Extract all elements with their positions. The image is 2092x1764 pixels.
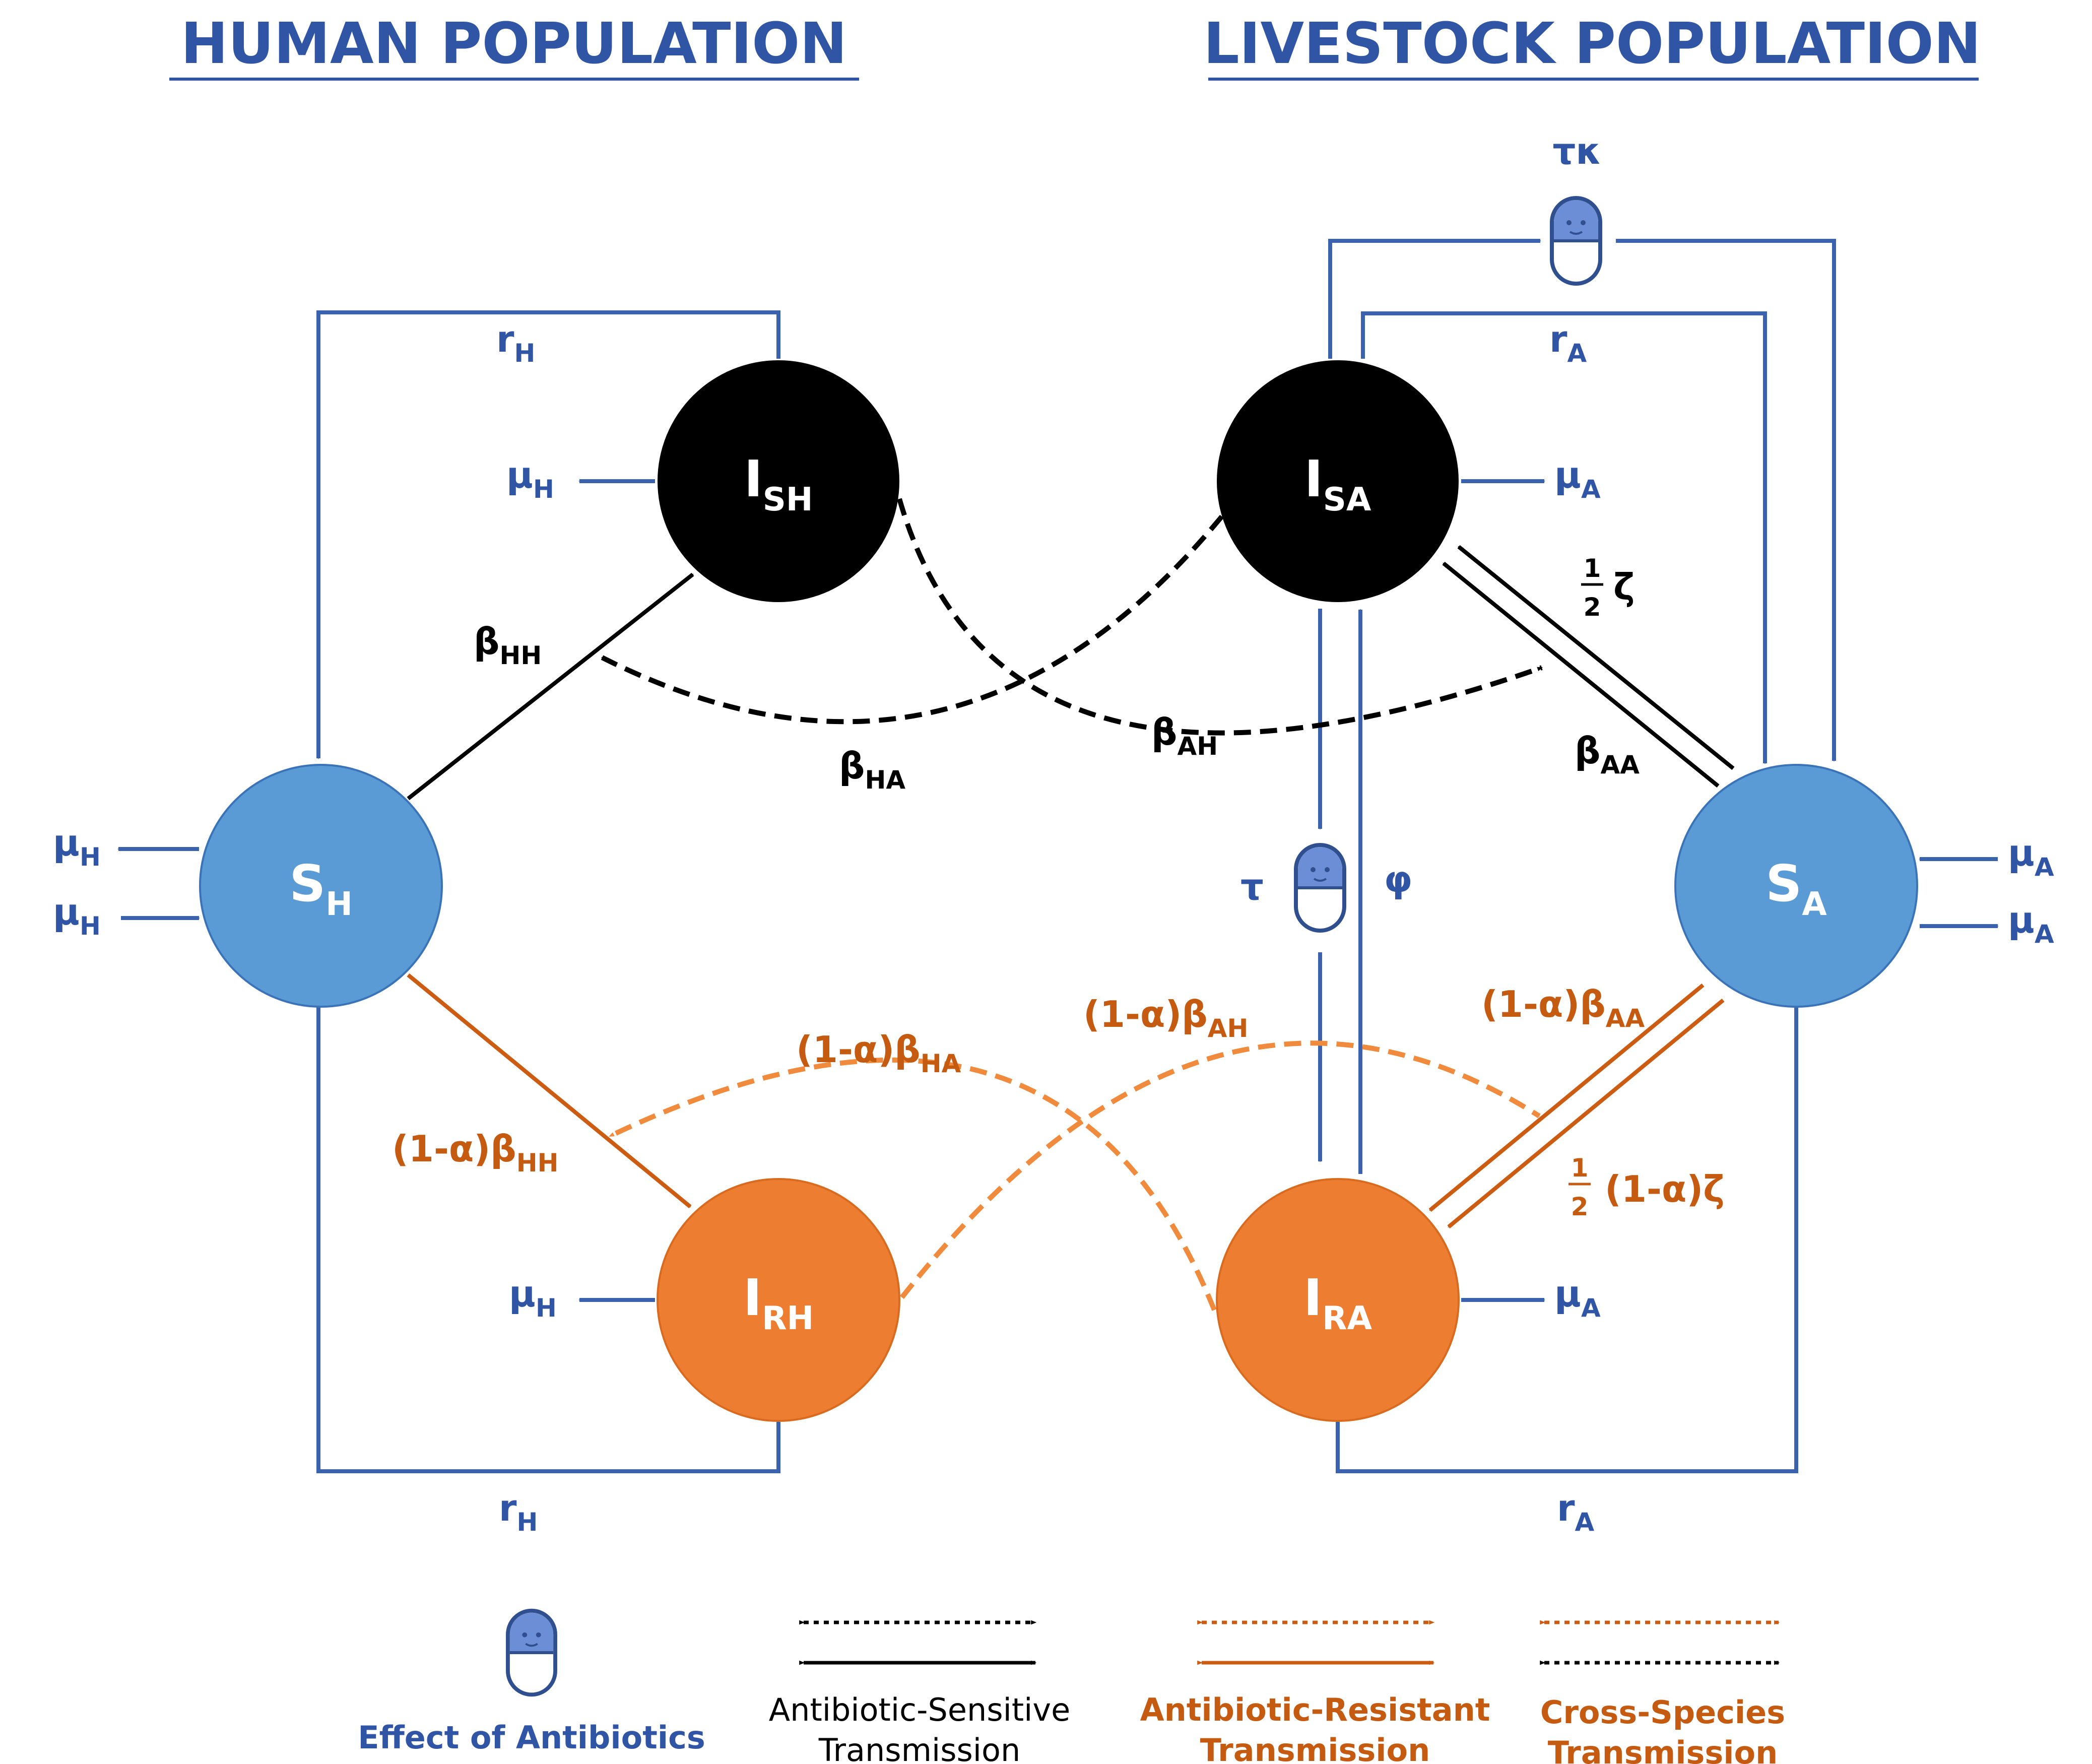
transmission-arrow-sa-to-ira-2 <box>1447 998 1725 1229</box>
label-r-h-bottom: rH <box>499 1487 538 1537</box>
svg-text:Transmission: Transmission <box>1200 1732 1430 1764</box>
recovery-arrow-ira-to-sa <box>1336 1006 1798 1473</box>
label-half-zeta: 1 2 ζ <box>1581 554 1635 622</box>
blue-rate-labels: rH rH rA rA τκ τ φ μH μH μH μH μA μA μA … <box>53 130 2054 1537</box>
cross-arrow-isa-to-sh-dashed <box>601 514 1224 725</box>
node-i-rh: IRH <box>657 1178 900 1422</box>
svg-text:SA: SA <box>1766 854 1827 923</box>
label-beta-ha: βHA <box>839 745 905 795</box>
label-mu-a-ira: μA <box>1554 1273 1601 1323</box>
label-mu-h-ish: μH <box>506 454 554 504</box>
label-res-beta-hh: (1-α)βHH <box>392 1128 559 1178</box>
antibiotic-pill-icon-tau-kappa <box>1552 198 1600 284</box>
label-beta-aa: βAA <box>1575 730 1640 779</box>
node-s-a: SA <box>1674 764 1918 1008</box>
legend-sensitive: Antibiotic-Sensitive Transmission <box>769 1620 1070 1764</box>
svg-text:SH: SH <box>289 854 353 923</box>
label-phi: φ <box>1384 858 1412 900</box>
legend-cross: Cross-Species Transmission <box>1540 1620 1785 1764</box>
node-i-sa: ISA <box>1217 360 1459 602</box>
label-mu-a-in: μA <box>2008 832 2054 882</box>
antibiotic-pill-icon-tau <box>1296 845 1344 931</box>
label-mu-h-out: μH <box>53 822 101 872</box>
label-beta-hh: βHH <box>474 620 542 670</box>
svg-text:1: 1 <box>1571 1153 1589 1183</box>
svg-text:Cross-Species: Cross-Species <box>1540 1694 1785 1731</box>
label-r-h-top: rH <box>496 318 535 368</box>
label-mu-a-isa: μA <box>1554 454 1601 504</box>
svg-text:ISA: ISA <box>1304 449 1371 518</box>
svg-text:IRH: IRH <box>743 1268 814 1337</box>
label-tau-kappa: τκ <box>1552 130 1601 172</box>
svg-text:IRA: IRA <box>1303 1268 1372 1337</box>
treatment-arrow-isa-to-pill <box>1328 239 1541 359</box>
legend: Effect of Antibiotics Antibiotic-Sensiti… <box>358 1611 1785 1764</box>
transmission-arrow-sa-to-isa-1 <box>1457 545 1735 770</box>
recovery-arrow-ish-to-sh <box>316 310 780 759</box>
label-beta-ah: βAH <box>1151 711 1218 761</box>
label-mu-a-out: μA <box>2008 899 2054 949</box>
svg-text:1: 1 <box>1584 554 1601 583</box>
label-res-beta-aa: (1-α)βAA <box>1481 983 1645 1033</box>
svg-text:2: 2 <box>1571 1192 1589 1221</box>
sensitive-rate-labels: βHH βHA βAH βAA 1 2 ζ <box>474 554 1640 795</box>
svg-text:LIVESTOCK POPULATION: LIVESTOCK POPULATION <box>1203 11 1981 77</box>
treatment-arrow-pill-to-sa <box>1616 239 1836 762</box>
svg-text:ζ: ζ <box>1613 566 1635 608</box>
label-tau: τ <box>1240 866 1264 908</box>
label-res-beta-ah: (1-α)βAH <box>1083 993 1248 1043</box>
legend-resistant: Antibiotic-Resistant Transmission <box>1140 1620 1490 1764</box>
label-half-res-zeta: 1 2 (1-α)ζ <box>1568 1153 1725 1221</box>
resistant-transmission-arrows <box>407 973 1725 1229</box>
label-mu-h-irh: μH <box>509 1273 557 1323</box>
transmission-arrow-sa-to-ira-1 <box>1428 983 1705 1212</box>
transmission-arrow-sa-to-isa-2 <box>1442 561 1720 788</box>
cross-arrow-ira-to-sh-dashed <box>608 1057 1217 1311</box>
cross-arrow-irh-to-sa-dashed <box>900 1040 1541 1299</box>
recovery-arrow-irh-to-sh <box>316 1006 780 1473</box>
antibiotic-pill-icon-legend <box>508 1611 555 1695</box>
recovery-arrow-isa-to-sa <box>1361 311 1767 764</box>
label-r-a-top: rA <box>1549 318 1587 368</box>
svg-text:Effect of Antibiotics: Effect of Antibiotics <box>358 1719 705 1756</box>
cross-arrow-ish-to-sa-dashed <box>897 498 1543 736</box>
resistant-cross-arrows <box>608 1040 1541 1311</box>
label-mu-h-in: μH <box>53 891 101 941</box>
svg-text:Transmission: Transmission <box>818 1732 1021 1764</box>
livestock-population-heading: LIVESTOCK POPULATION <box>1203 11 1981 81</box>
label-res-beta-ha: (1-α)βHA <box>796 1028 961 1078</box>
node-i-sh: ISH <box>658 360 899 602</box>
svg-text:ISH: ISH <box>744 449 813 518</box>
blue-flow-arrows <box>117 239 1999 1473</box>
svg-text:2: 2 <box>1584 593 1601 622</box>
node-i-ra: IRA <box>1216 1178 1460 1422</box>
label-r-a-bottom: rA <box>1557 1487 1595 1537</box>
node-s-h: SH <box>199 764 443 1008</box>
human-population-heading: HUMAN POPULATION <box>169 11 859 81</box>
transmission-arrow-sh-to-irh <box>407 973 692 1209</box>
legend-antibiotics: Effect of Antibiotics <box>358 1611 705 1756</box>
sensitive-transmission-arrows <box>407 498 1735 801</box>
transmission-arrow-sh-to-ish <box>407 572 694 801</box>
svg-text:Antibiotic-Resistant: Antibiotic-Resistant <box>1140 1691 1490 1728</box>
svg-text:Antibiotic-Sensitive: Antibiotic-Sensitive <box>769 1691 1070 1728</box>
svg-text:Transmission: Transmission <box>1548 1734 1778 1764</box>
svg-text:HUMAN POPULATION: HUMAN POPULATION <box>181 11 847 77</box>
svg-text:(1-α)ζ: (1-α)ζ <box>1605 1168 1725 1210</box>
resistant-rate-labels: (1-α)βHH (1-α)βHA (1-α)βAH (1-α)βAA 1 2 … <box>392 983 1725 1221</box>
